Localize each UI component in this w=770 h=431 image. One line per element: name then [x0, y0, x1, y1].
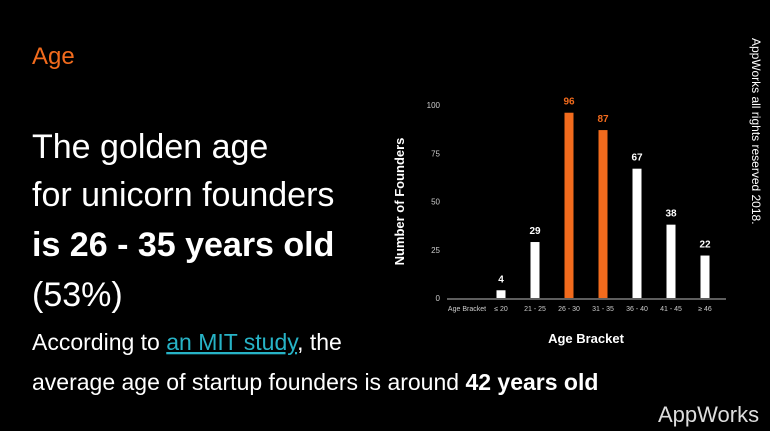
data-label: 22	[699, 240, 711, 251]
y-axis-label: Number of Founders	[392, 138, 407, 266]
bar	[598, 130, 608, 298]
headline: is 26 - 35 years old	[32, 226, 334, 264]
x-tick-label: ≥ 46	[698, 306, 712, 313]
y-tick-label: 75	[431, 149, 440, 158]
body-text: , the	[297, 329, 342, 355]
body-text: According to an MIT study, the	[32, 329, 342, 355]
logo: AppWorks	[658, 402, 759, 427]
bar	[632, 168, 642, 298]
y-tick-label: 100	[427, 101, 441, 110]
x-tick-label: 36 - 40	[626, 306, 648, 313]
x-tick-label: 26 - 30	[558, 306, 580, 313]
bar	[564, 112, 574, 298]
body-text: average age of startup founders is aroun…	[32, 369, 598, 395]
y-tick-label: 25	[431, 246, 440, 255]
x-tick-label: 31 - 35	[592, 306, 614, 313]
body-text: According to	[32, 329, 166, 355]
x-axis-label: Age Bracket	[548, 331, 625, 346]
bar	[700, 255, 710, 298]
bar	[496, 290, 506, 298]
data-label: 96	[563, 97, 575, 108]
x-tick-label: 41 - 45	[660, 306, 682, 313]
x-tick-label: 21 - 25	[524, 306, 546, 313]
slide-title: Age	[32, 43, 75, 70]
x-tick-label: Age Bracket	[448, 306, 486, 313]
data-label: 67	[631, 153, 643, 164]
data-label: 4	[498, 274, 504, 285]
bar	[530, 242, 540, 298]
data-label: 87	[597, 114, 609, 125]
link[interactable]: an MIT study	[166, 329, 299, 355]
data-label: 29	[529, 226, 541, 237]
headline: The golden age	[32, 128, 268, 166]
data-label: 38	[665, 209, 677, 220]
y-tick-label: 0	[436, 294, 441, 303]
body-text: average age of startup founders is aroun…	[32, 369, 465, 395]
body-highlight: 42 years old	[465, 369, 598, 395]
headline: for unicorn founders	[32, 176, 334, 214]
bar	[666, 224, 676, 298]
y-tick-label: 50	[431, 198, 440, 207]
x-tick-label: ≤ 20	[494, 306, 508, 313]
headline: (53%)	[32, 276, 123, 314]
copyright: AppWorks all rights reserved 2018.	[749, 38, 763, 225]
